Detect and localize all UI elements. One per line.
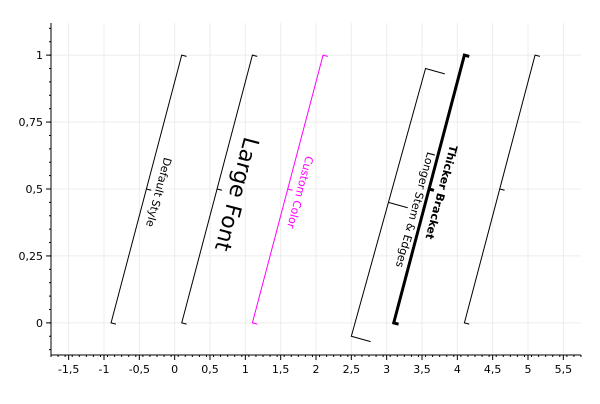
x-tick-label-6: 1,5	[272, 363, 290, 376]
x-tick-label-10: 3,5	[413, 363, 431, 376]
x-tick-label-1: -1	[99, 363, 110, 376]
bracket-stem-2	[287, 188, 293, 191]
x-tick-label-8: 2,5	[343, 363, 361, 376]
y-tick-label-2: 0,5	[26, 183, 44, 196]
x-tick-label-7: 2	[313, 363, 320, 376]
axes: -1,5 -1 -0,5 0 0,5 1 1,5 2 2,5 3 3,5 4 4,5 5 5,5 0 0,25 0…	[19, 23, 582, 376]
bracket-stem-0	[146, 188, 152, 191]
bracket-stem-3	[388, 201, 408, 209]
x-tick-label-9: 3	[383, 363, 390, 376]
x-tick-label-11: 4	[454, 363, 461, 376]
bracket-5	[463, 54, 541, 325]
bracket-stem-1	[216, 188, 223, 191]
bracket-stem-5	[499, 188, 505, 191]
x-tick-label-3: 0	[171, 363, 178, 376]
y-tick-label-3: 0,75	[19, 116, 44, 129]
x-tick-label-12: 4,5	[484, 363, 502, 376]
x-tick-label-13: 5	[525, 363, 532, 376]
x-tick-label-5: 1	[242, 363, 249, 376]
x-tick-label-2: -0,5	[129, 363, 150, 376]
y-tick-label-1: 0,25	[19, 250, 44, 263]
y-tick-label-0: 0	[36, 317, 43, 330]
bracket-stem-4	[428, 187, 435, 192]
bracket-line-1	[181, 54, 258, 325]
grid-lines	[51, 23, 581, 355]
bracket-line-4	[391, 53, 470, 326]
x-tick-label-14: 5,5	[555, 363, 573, 376]
bracket-line-3	[350, 67, 445, 343]
y-tick-label-4: 1	[36, 49, 43, 62]
x-tick-label-0: -1,5	[58, 363, 79, 376]
x-tick-label-4: 0,5	[201, 363, 219, 376]
